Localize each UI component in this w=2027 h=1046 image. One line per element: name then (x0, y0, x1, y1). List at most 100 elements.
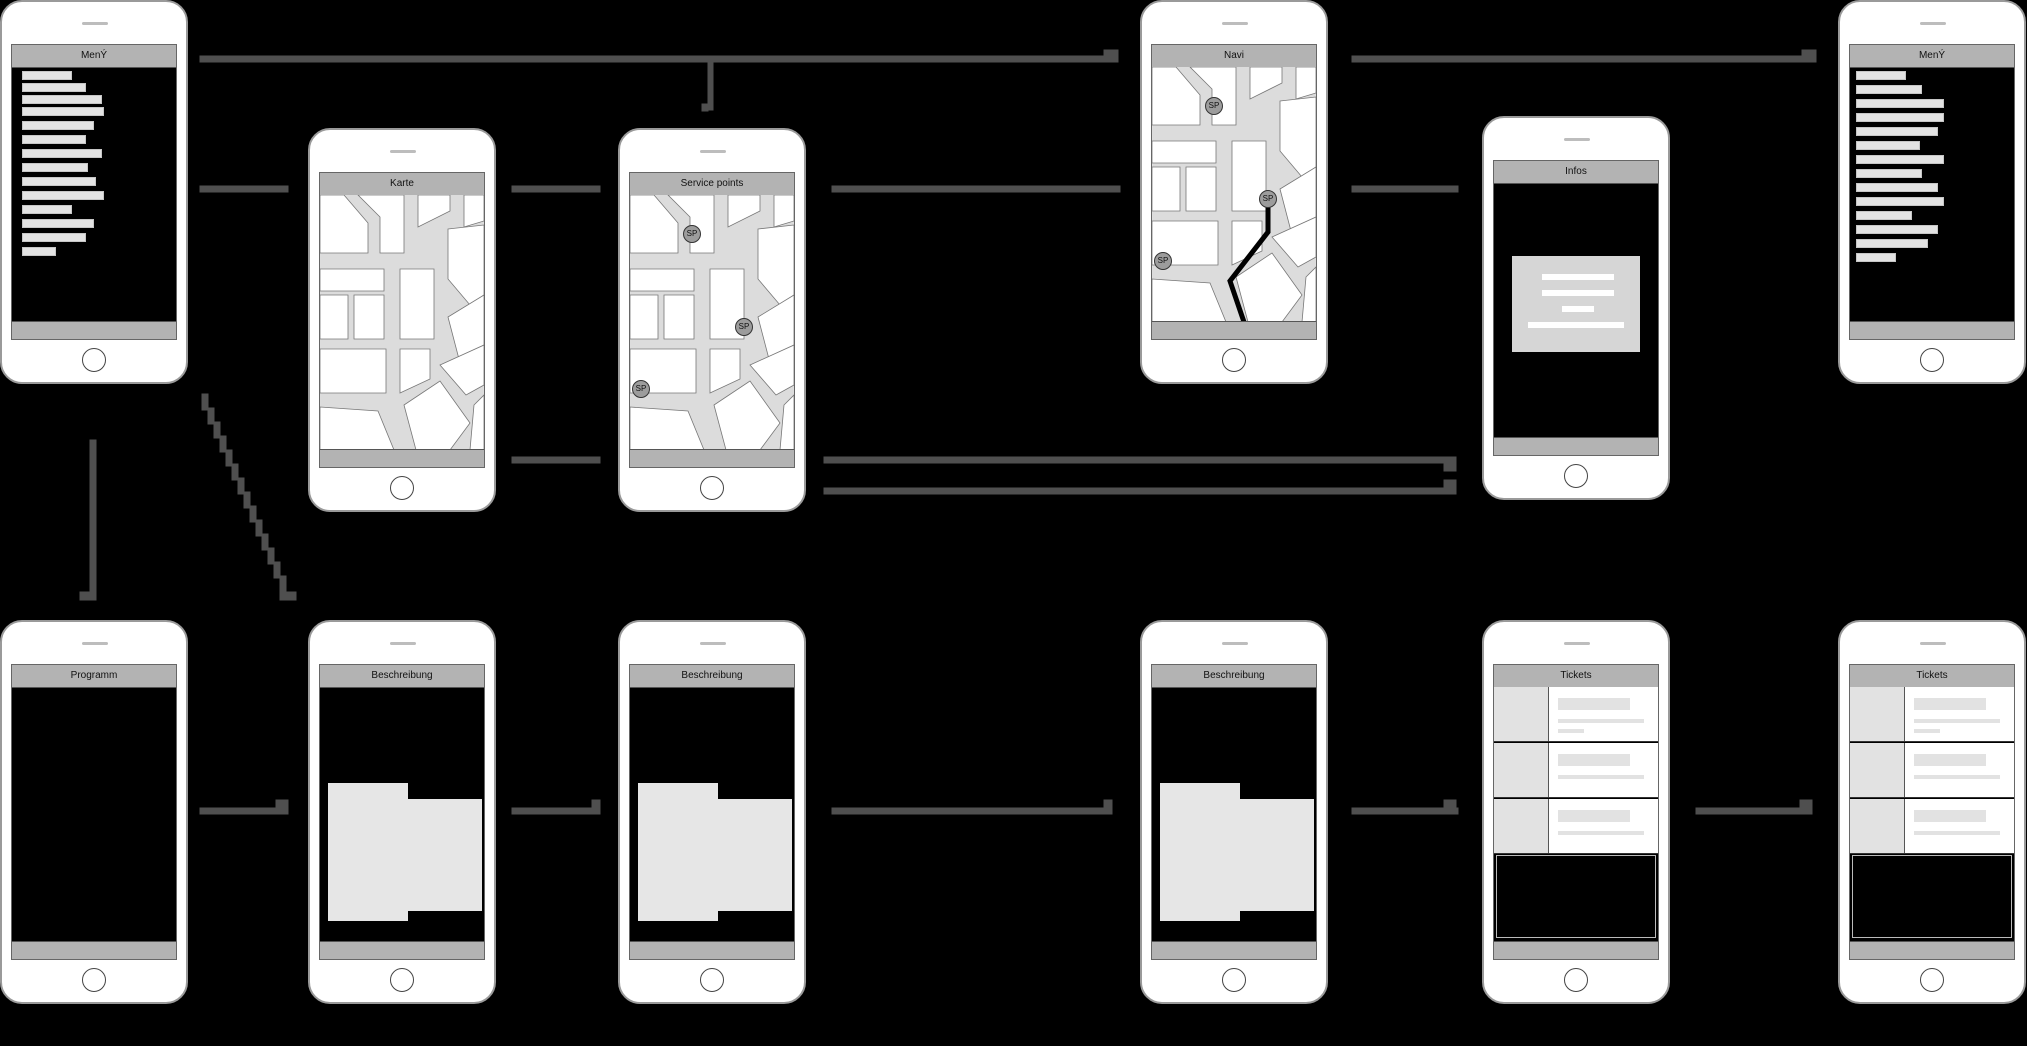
menu-item[interactable] (22, 163, 88, 172)
menu-item[interactable] (1856, 239, 1928, 248)
service-point-pin[interactable]: SP (1154, 252, 1172, 270)
menu-item[interactable] (1856, 85, 1922, 94)
menu-item[interactable] (22, 205, 72, 214)
menu-item[interactable] (22, 121, 94, 130)
text-placeholder (1232, 799, 1314, 911)
phone-description-1: Beschreibung (308, 620, 496, 1004)
navigation-map[interactable]: SP SP SP (1152, 67, 1316, 322)
bottom-bar (1152, 941, 1316, 959)
connector-menu-navi (199, 55, 1117, 63)
service-point-pin[interactable]: SP (1259, 190, 1277, 208)
speaker (1920, 642, 1946, 645)
image-placeholder (638, 783, 718, 921)
screen: Beschreibung (1151, 664, 1317, 960)
screen-title: MenÝ (12, 45, 176, 68)
screen: Beschreibung (629, 664, 795, 960)
home-button[interactable] (390, 968, 414, 992)
program-content (12, 687, 176, 942)
map-view[interactable]: SP SP SP (630, 195, 794, 450)
home-button[interactable] (1564, 464, 1588, 488)
service-point-pin[interactable]: SP (735, 318, 753, 336)
menu-item[interactable] (22, 135, 86, 144)
menu-item[interactable] (22, 71, 72, 80)
info-text-line (1562, 306, 1594, 312)
map-view[interactable] (320, 195, 484, 450)
info-text-line (1542, 274, 1614, 280)
menu-item[interactable] (1856, 183, 1938, 192)
screen: Tickets (1493, 664, 1659, 960)
menu-item[interactable] (22, 177, 96, 186)
ticket-text-placeholder (1914, 831, 2000, 835)
ticket-row[interactable] (1494, 743, 1658, 798)
menu-list (1850, 67, 2014, 322)
ticket-title-placeholder (1914, 698, 1986, 710)
screen-title: Service points (630, 173, 794, 196)
menu-item[interactable] (1856, 99, 1944, 108)
phone-menu-right: MenÝ (1838, 0, 2026, 384)
connector-program-desc1 (199, 807, 289, 815)
menu-item[interactable] (1856, 169, 1922, 178)
connector-navi-menu (1351, 55, 1813, 63)
info-text-line (1542, 290, 1614, 296)
bottom-bar (1850, 941, 2014, 959)
menu-item[interactable] (1856, 211, 1912, 220)
home-button[interactable] (1920, 968, 1944, 992)
menu-item[interactable] (22, 107, 104, 116)
speaker (1564, 642, 1590, 645)
ticket-thumbnail (1850, 687, 1905, 741)
ticket-row[interactable] (1850, 799, 2014, 854)
home-button[interactable] (82, 968, 106, 992)
phone-map: Karte (308, 128, 496, 512)
bottom-bar (320, 449, 484, 467)
ticket-row[interactable] (1494, 799, 1658, 854)
home-button[interactable] (1564, 968, 1588, 992)
menu-item[interactable] (22, 219, 94, 228)
connector-map-service (511, 185, 601, 193)
screen: Tickets (1849, 664, 2015, 960)
menu-item[interactable] (1856, 253, 1896, 262)
menu-item[interactable] (22, 191, 104, 200)
ticket-row[interactable] (1850, 687, 2014, 742)
connector-drop-service (707, 61, 714, 111)
ticket-row[interactable] (1850, 743, 2014, 798)
menu-item[interactable] (22, 247, 56, 256)
speaker (1564, 138, 1590, 141)
menu-item[interactable] (22, 149, 102, 158)
bottom-bar (630, 941, 794, 959)
info-popup (1512, 256, 1640, 352)
connector-desc3-tickets (1351, 807, 1459, 815)
screen-title: Tickets (1494, 665, 1658, 688)
home-button[interactable] (1222, 348, 1246, 372)
home-button[interactable] (700, 968, 724, 992)
connector-map-service-lower (511, 456, 601, 464)
screen: Navi (1151, 44, 1317, 340)
home-button[interactable] (1920, 348, 1944, 372)
home-button[interactable] (700, 476, 724, 500)
screen: Service points (629, 172, 795, 468)
ticket-title-placeholder (1914, 754, 1986, 766)
screen-title: Infos (1494, 161, 1658, 184)
ticket-row[interactable] (1494, 687, 1658, 742)
home-button[interactable] (390, 476, 414, 500)
text-placeholder (710, 799, 792, 911)
menu-item[interactable] (1856, 141, 1920, 150)
speaker (1222, 22, 1248, 25)
menu-item[interactable] (1856, 225, 1938, 234)
service-point-pin[interactable]: SP (1205, 97, 1223, 115)
menu-item[interactable] (1856, 71, 1906, 80)
home-button[interactable] (1222, 968, 1246, 992)
menu-item[interactable] (22, 83, 86, 92)
menu-item[interactable] (1856, 155, 1944, 164)
service-point-pin[interactable]: SP (683, 225, 701, 243)
connector-tickets-tickets (1695, 807, 1813, 815)
info-text-line (1528, 322, 1624, 328)
menu-item[interactable] (22, 95, 102, 104)
menu-item[interactable] (1856, 113, 1944, 122)
menu-item[interactable] (1856, 197, 1944, 206)
home-button[interactable] (82, 348, 106, 372)
menu-list (12, 67, 176, 322)
menu-item[interactable] (1856, 127, 1938, 136)
service-point-pin[interactable]: SP (632, 380, 650, 398)
menu-item[interactable] (22, 233, 86, 242)
